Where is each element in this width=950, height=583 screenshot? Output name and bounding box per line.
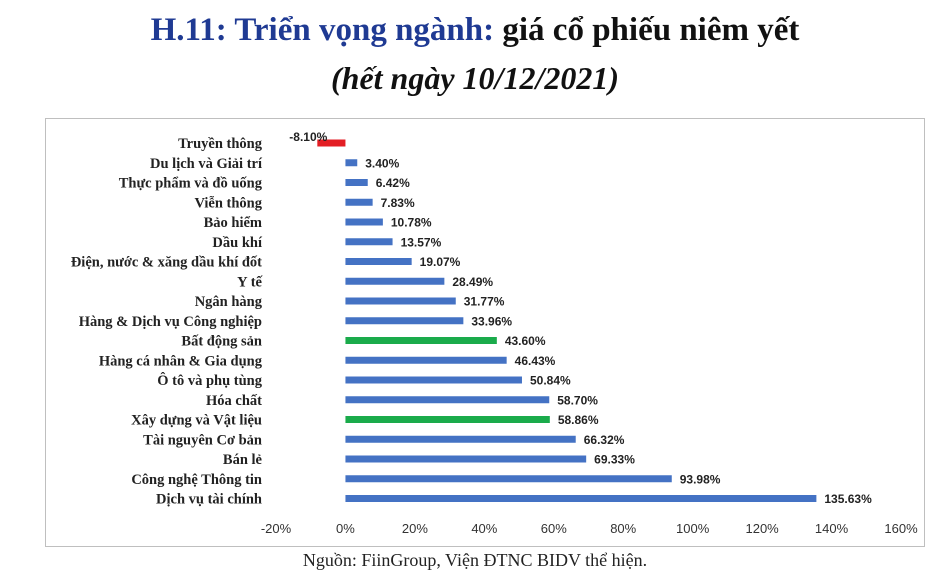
x-tick-label: 160% <box>884 521 918 536</box>
data-label: 46.43% <box>515 354 556 368</box>
chart-subtitle: (hết ngày 10/12/2021) <box>331 60 619 96</box>
category-label: Hàng cá nhân & Gia dụng <box>99 353 263 369</box>
data-bar <box>345 416 550 423</box>
data-bar <box>345 435 576 443</box>
data-label: 6.42% <box>376 176 410 190</box>
chart-area: Truyền thông -8.10% Du lịch và Giải trí 3.4… <box>45 118 925 547</box>
bar-chart: Truyền thông -8.10% Du lịch và Giải trí 3.4… <box>71 130 918 536</box>
data-label: 3.40% <box>365 156 399 170</box>
category-label: Viễn thông <box>194 195 262 211</box>
data-label: 58.86% <box>558 413 599 427</box>
data-label: 50.84% <box>530 374 571 388</box>
data-bar <box>345 258 412 265</box>
data-bar <box>345 495 817 502</box>
data-bar <box>345 337 497 344</box>
data-label: -8.10% <box>289 130 327 144</box>
category-label: Thực phẩm và đồ uống <box>119 176 263 192</box>
data-label: 43.60% <box>505 334 546 348</box>
category-label: Y tế <box>237 274 263 290</box>
source-note: Nguồn: FiinGroup, Viện ĐTNC BIDV thể hiệ… <box>302 550 648 570</box>
data-label: 10.78% <box>391 216 432 230</box>
category-label: Điện, nước & xăng dầu khí đốt <box>71 255 262 271</box>
category-label: Xây dựng và Vật liệu <box>131 413 262 429</box>
category-label: Hàng & Dịch vụ Công nghiệp <box>79 314 262 330</box>
data-bar <box>345 159 358 167</box>
category-label: Tài nguyên Cơ bản <box>143 432 262 448</box>
x-tick-label: 60% <box>541 521 567 536</box>
category-label: Dầu khí <box>212 235 263 251</box>
x-tick-label: 120% <box>745 521 779 536</box>
data-label: 58.70% <box>557 393 598 407</box>
data-label: 69.33% <box>594 453 635 467</box>
data-bar <box>345 356 507 364</box>
data-bar <box>345 475 672 483</box>
data-bar <box>345 455 587 463</box>
data-label: 31.77% <box>464 295 505 309</box>
data-label: 93.98% <box>680 472 721 486</box>
data-label: 13.57% <box>401 235 442 249</box>
data-bar <box>345 277 445 285</box>
data-bar <box>345 218 383 226</box>
category-label: Dịch vụ tài chính <box>156 492 262 508</box>
chart-title-highlight: H.11: Triển vọng ngành: <box>150 12 495 48</box>
category-label: Bán lẻ <box>223 452 263 468</box>
category-label: Truyền thông <box>178 136 263 152</box>
data-bar <box>345 317 464 325</box>
data-label: 19.07% <box>420 255 461 269</box>
data-bar <box>345 297 456 305</box>
data-bar <box>345 198 373 206</box>
data-label: 135.63% <box>824 492 872 506</box>
data-label: 33.96% <box>471 314 512 328</box>
x-tick-label: 140% <box>815 521 849 536</box>
x-tick-label: 80% <box>610 521 636 536</box>
chart-title: H.11: Triển vọng ngành: giá cổ phiếu niê… <box>0 10 950 50</box>
x-tick-label: -20% <box>261 521 292 536</box>
category-label: Ô tô và phụ tùng <box>157 372 263 389</box>
category-label: Du lịch và Giải trí <box>150 156 263 172</box>
category-label: Công nghệ Thông tin <box>131 472 262 488</box>
data-bar <box>345 238 393 246</box>
data-bar <box>317 139 346 147</box>
data-bar <box>345 179 368 186</box>
category-label: Hóa chất <box>206 393 262 409</box>
category-label: Bất động sản <box>181 334 262 350</box>
x-tick-label: 100% <box>676 521 710 536</box>
x-tick-label: 40% <box>471 521 497 536</box>
data-label: 28.49% <box>452 275 493 289</box>
x-tick-label: 0% <box>336 521 355 536</box>
category-label: Bảo hiểm <box>204 215 262 231</box>
data-bar <box>345 396 550 404</box>
data-label: 66.32% <box>584 433 625 447</box>
data-label: 7.83% <box>381 196 415 210</box>
category-label: Ngân hàng <box>195 294 263 310</box>
x-tick-label: 20% <box>402 521 428 536</box>
chart-title-rest: giá cổ phiếu niêm yết <box>494 12 800 48</box>
data-bar <box>345 376 522 384</box>
